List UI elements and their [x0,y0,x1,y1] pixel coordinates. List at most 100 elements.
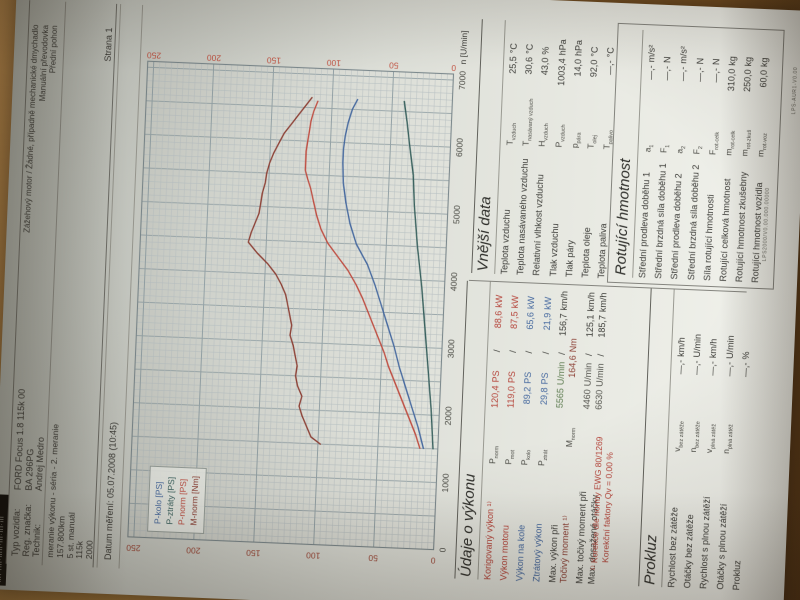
y-tick-label-right: 250 [146,50,161,61]
symbol-subscript: rot-zkuš [746,129,754,150]
row-value: —,- [645,65,657,80]
symbol-base: v [671,447,683,452]
row-value: 310,0 [725,68,737,92]
row-unit: °C [508,42,519,54]
symbol-base: v [704,448,715,454]
row-value: 14,0 [572,58,583,77]
row-unit: PS [539,372,550,385]
curve-p-kolo [342,98,425,450]
symbol-base: T [601,143,612,150]
y-tick-label-right: 0 [451,63,456,73]
symbol-base: F [690,148,702,155]
row-separator: / [508,350,519,354]
row-unit: km/h [675,337,687,358]
row-unit: PS [490,370,502,383]
symbol-subscript: norm [494,445,501,459]
row-unit: hPa [556,39,568,56]
row-separator: / [540,351,551,355]
row-value: 89,2 [522,386,533,405]
row-value: —,- [691,360,702,376]
row-unit: °C [589,46,600,57]
row-value: 25,5 [507,56,519,74]
legend-entry: M-norm [Nm] [188,475,201,526]
row-value: 119,0 [505,385,517,409]
row-unit-2: km/h [558,290,570,311]
y-tick-label-left: 150 [246,548,261,559]
row-unit: km/h [708,338,720,359]
symbol-base: n [720,448,731,454]
symbol-base: m [739,148,750,157]
symbol-base: p [569,143,580,149]
section-udaje-o-vykonu: Údaje o výkonu Korigovaný výkon ¹⁾ Pnorm 1… [454,280,610,585]
symbol-base: m [755,149,766,158]
row-value: 92,0 [588,59,600,78]
y-tick-label-right: 100 [326,58,341,69]
symbol-base: a [674,148,685,154]
symbol-subscript: nasávaný vzduch [527,98,536,142]
row-unit: U/min [692,333,704,358]
symbol-base: m [723,148,734,156]
symbol-subscript: vzduch [511,122,519,141]
row-value: 164,6 [567,355,579,379]
row-unit: m/s² [678,45,690,64]
row-unit: hPa [573,39,584,57]
row-unit: m/s² [646,44,657,63]
symbol-subscript: plná zátěž [727,424,735,450]
symbol-subscript: bez zátěže [678,420,686,448]
y-tick-label-left: 200 [186,545,201,556]
symbol-base: F [658,147,669,154]
row-value-2: 21,9 [541,312,553,331]
y-tick-label-left: 100 [306,550,321,561]
section-vnejsi-data: Vnější data Teplota vzduchu Tvzduch 25,5 °C… [471,19,623,279]
row-value: 6630 [593,389,605,410]
symbol-subscript: mot [510,449,517,460]
row-unit: % [540,46,552,55]
symbol-subscript: plná zátěž [711,423,719,450]
row-symbol [737,402,751,454]
section-prokluz: Prokluz Rychlost bez zátěže vbez zátěže —,… [638,288,755,591]
x-tick-label: 2000 [443,406,454,426]
symbol-base: P [503,458,514,465]
row-unit: kg [727,55,738,66]
row-value: —,- [675,359,686,375]
row-unit-2: kW [542,296,553,311]
symbol-base: P [553,141,564,148]
curve-p-norm [304,100,421,449]
symbol-subscript: rot-celk [714,131,721,151]
symbol-base: H [536,140,548,147]
row-unit: % [740,351,751,360]
measurement-block: meranie výkonu - séria - 2. meranie 157.… [45,424,101,560]
symbol-base: n [688,447,699,453]
row-separator: / [524,350,535,354]
row-unit: kg [759,57,770,68]
symbol-subscript: vzduch [543,123,551,141]
symbol-subscript: 2 [681,145,688,150]
symbol-base: P [487,458,498,465]
row-symbol: Pmot [503,420,521,465]
symbol-base: T [520,140,531,147]
row-value-2: 87,5 [509,311,520,330]
symbol-subscript: olej [592,135,599,144]
row-unit: °C [524,43,536,55]
symbol-subscript: vzduch [560,124,567,143]
row-unit-2: kW [526,295,537,310]
y-tick-label-left: 50 [368,553,378,563]
row-value: 120,4 [489,385,501,409]
x-tick-label: 6000 [454,138,465,158]
row-unit: N [710,58,722,66]
row-value: —,- [710,67,721,83]
section-rows: Střední prodleva doběhu 1 a1 —,- m/s² Středn… [637,30,777,283]
row-value: 29,8 [538,387,550,406]
row-value: —,- [739,362,751,378]
correction-footnotes: ¹⁾ Korekce dle normy EWG 80/1269 Korekčn… [589,436,617,571]
row-value: 1003,4 [555,58,567,87]
row-symbol: Pztrát [536,421,554,466]
row-unit: PS [506,370,518,384]
engine-info-block: Zážehový motor / Žádné, případně mechani… [22,24,59,234]
symbol-subscript: bez zátěže [694,421,703,448]
row-unit: N [662,56,673,64]
row-symbol: Pnorm [487,419,505,464]
symbol-base: a [642,147,653,153]
row-separator: / [584,353,595,357]
